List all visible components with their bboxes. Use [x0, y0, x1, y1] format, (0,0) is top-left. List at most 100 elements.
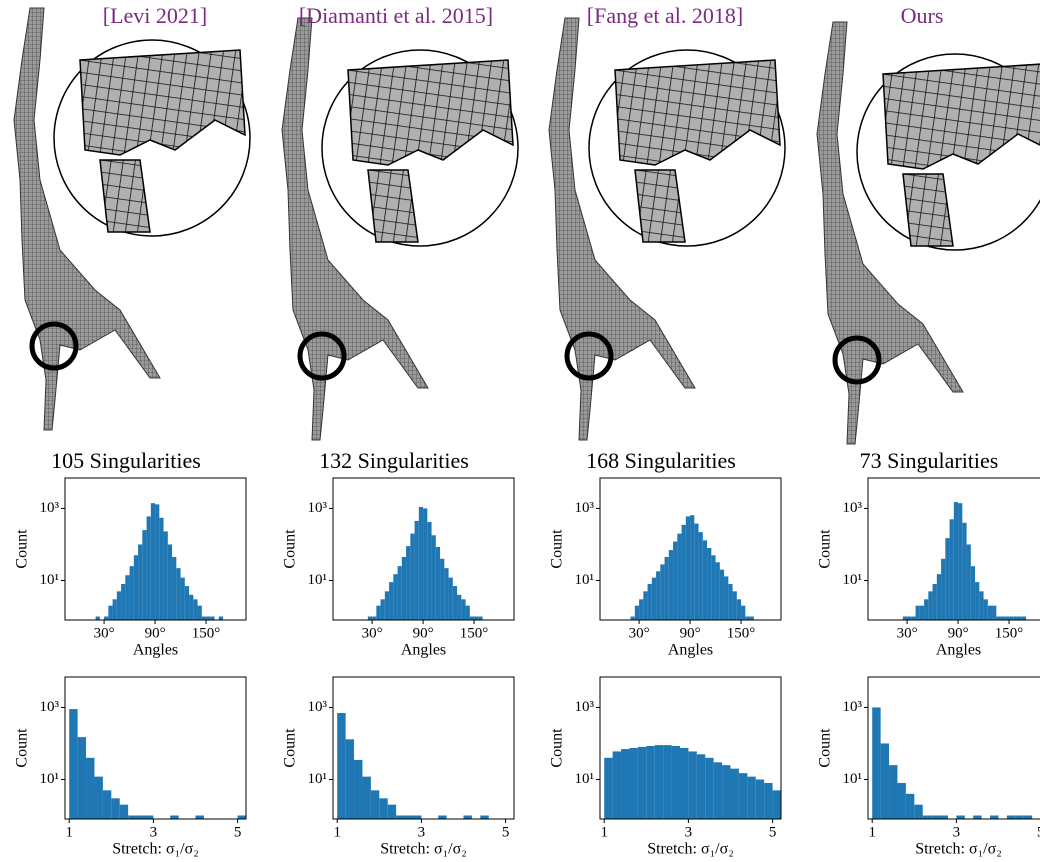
histogram-bar [104, 617, 108, 620]
histogram-bar [764, 783, 772, 819]
histogram-bar [170, 816, 178, 819]
histogram-bar [937, 574, 941, 620]
x-tick-label: 30° [94, 625, 115, 641]
x-axis-label: Angles [668, 642, 713, 659]
histogram-bar [916, 606, 920, 620]
histogram-bar [371, 790, 379, 819]
histogram-bar [423, 508, 427, 620]
method-title: [Levi 2021] [103, 3, 207, 28]
histogram-bar [656, 571, 660, 620]
histogram-bar [889, 765, 897, 819]
histogram-bar [648, 584, 652, 620]
histogram-bar [113, 599, 117, 620]
histogram-bar [238, 816, 246, 819]
histogram-bar [745, 617, 749, 620]
histogram-bar [337, 713, 345, 819]
histogram-bar [1018, 617, 1022, 620]
histogram-bar [924, 599, 928, 620]
histogram-bar [971, 566, 975, 620]
histogram-bar [410, 534, 414, 620]
histogram-bar [219, 617, 223, 620]
histogram-bar [474, 617, 478, 620]
histogram-bar [705, 758, 713, 819]
histogram-bar [1005, 617, 1009, 620]
histogram-bar [631, 617, 635, 620]
histogram-bar [988, 606, 992, 620]
histogram-bar [1009, 617, 1013, 620]
histogram-bar [975, 582, 979, 620]
x-tick-label: 3 [418, 824, 426, 840]
histogram-bar [125, 575, 129, 620]
x-tick-label: 90° [413, 625, 434, 641]
y-axis-label: Count [549, 728, 566, 768]
histogram-bar [881, 743, 889, 819]
method-title: [Fang et al. 2018] [587, 3, 743, 28]
y-tick-label: 10¹ [575, 572, 595, 588]
histogram-bar [638, 747, 646, 819]
y-axis-label: Count [14, 728, 31, 768]
histogram-bar [128, 816, 136, 819]
x-tick-label: 30° [362, 625, 383, 641]
histogram-bar [393, 574, 397, 620]
histogram-bar [376, 606, 380, 620]
histogram-bar [613, 751, 621, 819]
histogram-bar [703, 540, 707, 620]
histogram-bar [69, 709, 77, 819]
histogram-bar [96, 617, 100, 620]
histogram-bar [466, 606, 470, 620]
y-tick-label: 10³ [308, 699, 328, 715]
histogram-bar [911, 617, 915, 620]
x-axis-label: Angles [936, 642, 981, 659]
histogram-bar [130, 566, 134, 620]
histogram-bar [176, 568, 180, 620]
histogram-bar [1022, 617, 1026, 620]
histogram-bar [728, 584, 732, 620]
histogram-bar [655, 745, 663, 819]
histogram-bar [672, 746, 680, 819]
x-tick-label: 90° [145, 625, 166, 641]
x-axis-label: Angles [401, 642, 446, 659]
y-tick-label: 10¹ [40, 572, 60, 588]
histogram-bar [145, 816, 153, 819]
histogram-bar [396, 816, 404, 819]
histogram-bar [202, 617, 206, 620]
method-title: Ours [901, 3, 944, 28]
histogram-bar [629, 748, 637, 819]
y-tick-label: 10³ [575, 500, 595, 516]
histogram-bar [432, 535, 436, 620]
histogram-bar [438, 816, 446, 819]
histogram-bar [457, 595, 461, 620]
x-tick-label: 5 [769, 824, 777, 840]
y-tick-label: 10¹ [575, 771, 595, 787]
histogram-bar [750, 617, 754, 620]
x-tick-label: 3 [685, 824, 693, 840]
histogram-bar [151, 503, 155, 620]
histogram-bar [973, 816, 981, 819]
histogram-bar [730, 769, 738, 819]
mesh-image [14, 8, 250, 430]
histogram-bar [958, 503, 962, 620]
histogram-bar [111, 798, 119, 819]
histogram-bar [665, 557, 669, 620]
y-tick-label: 10³ [40, 500, 60, 516]
histogram-bar [155, 504, 159, 620]
histogram-bar [669, 550, 673, 620]
histogram-bar [463, 816, 471, 819]
histogram-bar [159, 518, 163, 620]
histogram-bar [1001, 617, 1005, 620]
x-tick-label: 150° [460, 625, 489, 641]
y-axis-label: Count [549, 529, 566, 569]
histogram-bar [954, 502, 958, 620]
histogram-bar [737, 599, 741, 620]
histogram-bar [478, 617, 482, 620]
histogram-bar [172, 557, 176, 620]
histogram-bar [138, 544, 142, 620]
mesh-image [549, 18, 785, 440]
y-tick-label: 10¹ [308, 572, 328, 588]
histogram-bar [906, 794, 914, 819]
method-title: [Diamanti et al. 2015] [299, 3, 493, 28]
y-axis-label: Count [14, 529, 31, 569]
histogram-bar [663, 745, 671, 819]
histogram-bar [405, 816, 413, 819]
histogram-bar [379, 798, 387, 819]
